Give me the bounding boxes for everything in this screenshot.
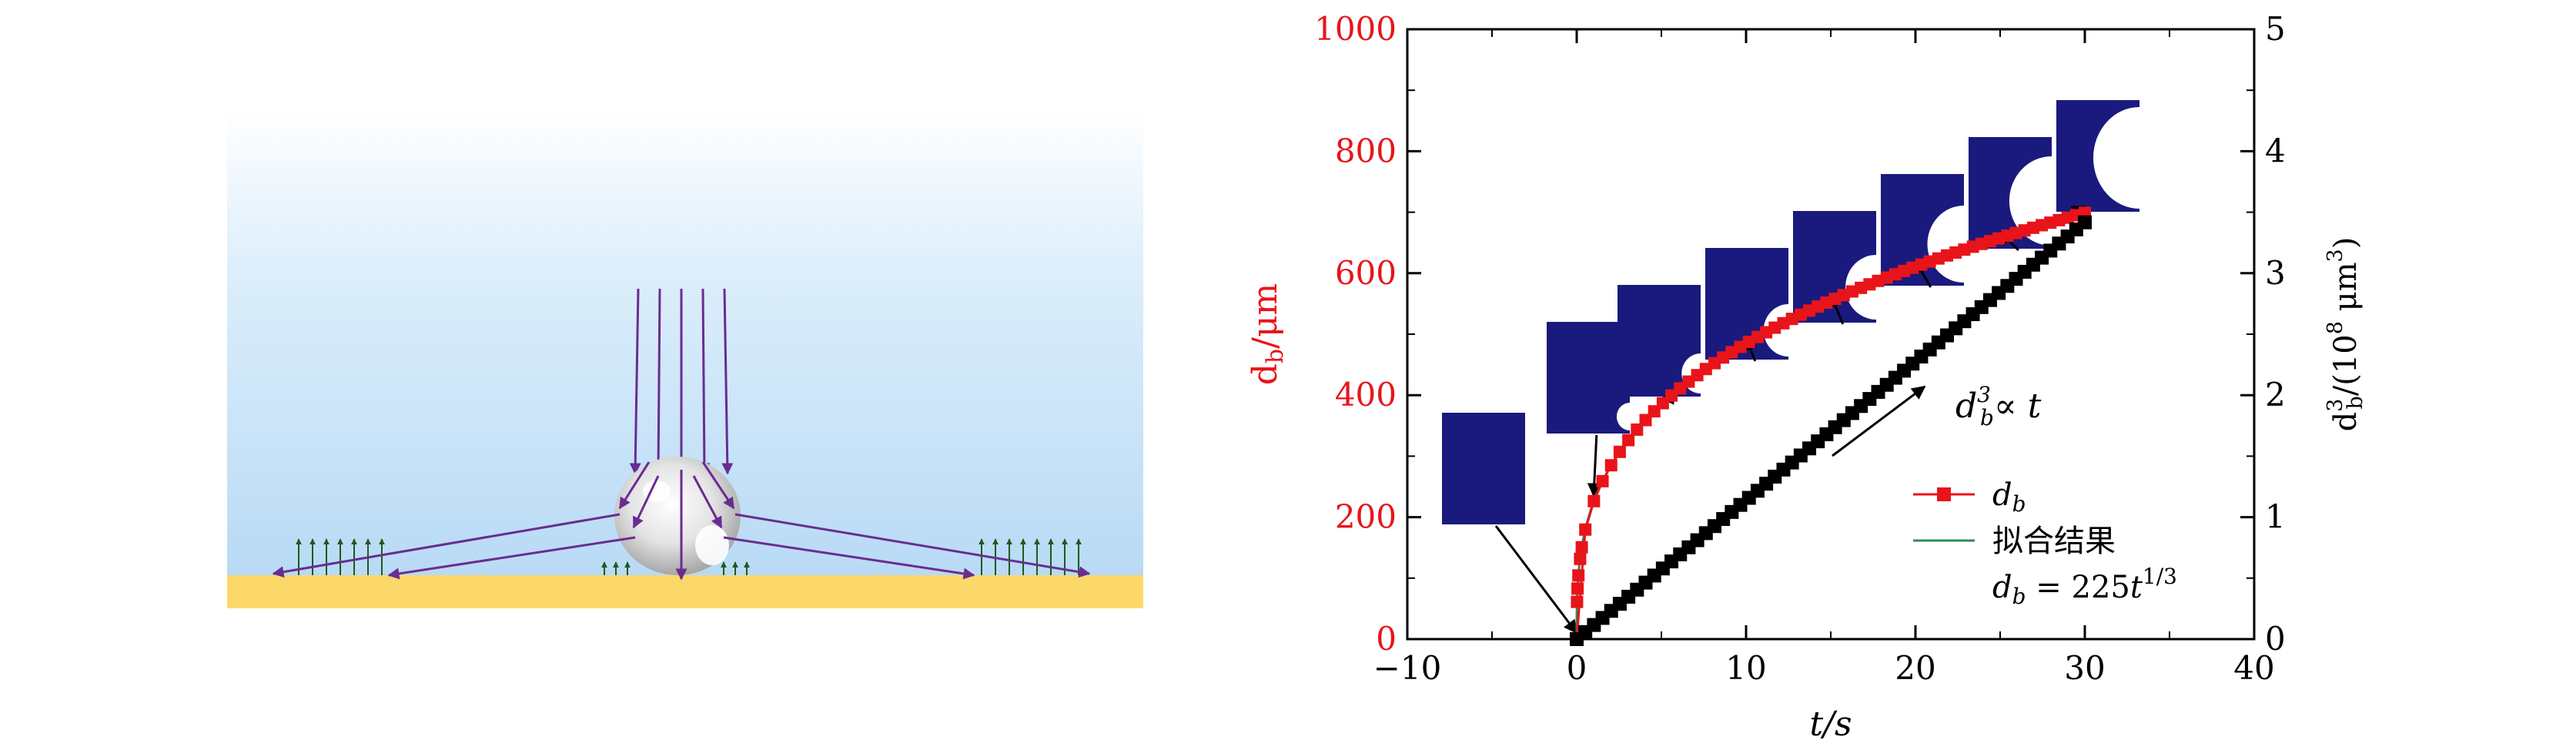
y-right-tick-label: 5 bbox=[2265, 10, 2286, 48]
db-point bbox=[1622, 434, 1635, 447]
db-point bbox=[1571, 582, 1584, 595]
y-left-axis-title: db/μm bbox=[1246, 283, 1289, 386]
deflected-arrow bbox=[632, 475, 660, 529]
inflow-arrow bbox=[652, 288, 664, 475]
inflow-arrow bbox=[721, 288, 734, 475]
cube-line bbox=[1576, 221, 2086, 640]
db-point bbox=[1572, 569, 1585, 582]
inset-frame bbox=[1547, 322, 1630, 434]
y-left-tick-label: 1000 bbox=[1314, 10, 1397, 48]
inset-arrow bbox=[1587, 434, 1601, 497]
y-left-tick-label: 600 bbox=[1335, 254, 1397, 292]
legend-entry-db: db bbox=[1992, 477, 2026, 517]
wall-jet-arrow bbox=[723, 536, 975, 580]
db-point bbox=[1579, 523, 1592, 536]
y-right-tick-label: 0 bbox=[2265, 620, 2286, 658]
heater-surface bbox=[227, 575, 1143, 608]
wall-jet-arrow bbox=[272, 513, 621, 578]
legend-marker-db bbox=[1937, 487, 1951, 501]
db-point bbox=[1604, 459, 1618, 472]
x-tick-label: 40 bbox=[2233, 649, 2274, 687]
wall-jet-arrow bbox=[387, 536, 636, 580]
legend-entry-fit: 拟合结果 bbox=[1992, 524, 2116, 559]
db-point bbox=[1587, 494, 1601, 507]
db-point bbox=[1574, 552, 1587, 565]
y-right-tick-label: 3 bbox=[2265, 254, 2286, 292]
y-left-tick-label: 0 bbox=[1376, 620, 1397, 658]
y-left-tick-label: 800 bbox=[1335, 132, 1397, 169]
legend: db 拟合结果 db = 225t1/3 bbox=[1913, 477, 2177, 609]
db-point bbox=[1613, 445, 1626, 458]
y-left-tick-label: 200 bbox=[1335, 498, 1397, 536]
bubble-schematic bbox=[227, 108, 1143, 608]
y-left-tick-label: 400 bbox=[1335, 376, 1397, 414]
bubble-inset bbox=[1618, 285, 1720, 397]
y-right-tick-label: 2 bbox=[2265, 376, 2286, 414]
db-point bbox=[1631, 423, 1644, 436]
bubble-inset bbox=[2056, 100, 2186, 212]
x-tick-label: 30 bbox=[2064, 649, 2105, 687]
inflow-arrow bbox=[629, 288, 641, 475]
db-point bbox=[1571, 595, 1584, 608]
annotation-arrow bbox=[1832, 385, 1926, 457]
bubble-inset bbox=[1442, 413, 1525, 524]
db-point bbox=[1596, 474, 1609, 487]
series-layer bbox=[1570, 206, 2092, 646]
y-right-tick-label: 4 bbox=[2265, 132, 2286, 169]
db-point bbox=[1575, 541, 1588, 554]
flow-arrows-front bbox=[272, 461, 1091, 581]
wall-jet-arrow bbox=[734, 513, 1091, 578]
legend-entry-formula: db = 225t1/3 bbox=[1992, 564, 2177, 609]
x-tick-label: 20 bbox=[1895, 649, 1935, 687]
y-right-axis-title: d3b/(108 μm3) bbox=[2323, 237, 2367, 432]
bubble-highlight bbox=[643, 480, 671, 502]
cube-prop-annotation: d3 b∝ t bbox=[1955, 382, 2042, 430]
inset-arrow bbox=[1494, 525, 1578, 634]
x-axis-title: t/s bbox=[1809, 705, 1852, 744]
x-tick-label: 0 bbox=[1567, 649, 1587, 687]
y-right-tick-label: 1 bbox=[2265, 498, 2286, 536]
deflected-arrow bbox=[692, 475, 723, 529]
inset-frame bbox=[1442, 413, 1525, 524]
bubble-highlight bbox=[695, 525, 729, 565]
x-tick-label: 10 bbox=[1725, 649, 1766, 687]
inset-bubble bbox=[2093, 107, 2186, 209]
bubble-inset bbox=[1547, 322, 1644, 434]
inflow-arrow bbox=[698, 288, 711, 475]
deflected-arrow bbox=[701, 461, 735, 510]
x-tick-label: −10 bbox=[1373, 649, 1442, 687]
deflected-arrow bbox=[618, 461, 651, 510]
